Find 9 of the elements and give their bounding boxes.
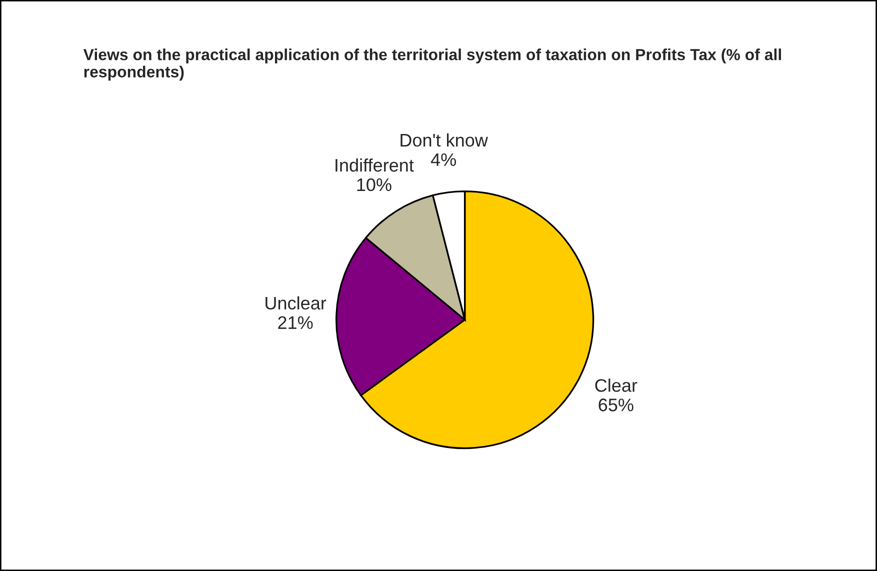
slice-label: Clear	[595, 378, 638, 392]
data-label: 21%	[278, 316, 313, 329]
slice-label: Indifferent	[336, 158, 414, 172]
slice-label: Unclear	[266, 296, 326, 310]
slice-label: Don't know	[400, 133, 488, 147]
chart-title: Views on the practical application of the territorial system of taxation on Profits Tax (% of all respondents)	[83, 48, 781, 81]
data-label: 65%	[598, 398, 634, 412]
data-label: 10%	[357, 178, 392, 192]
data-label: 4%	[430, 153, 456, 166]
